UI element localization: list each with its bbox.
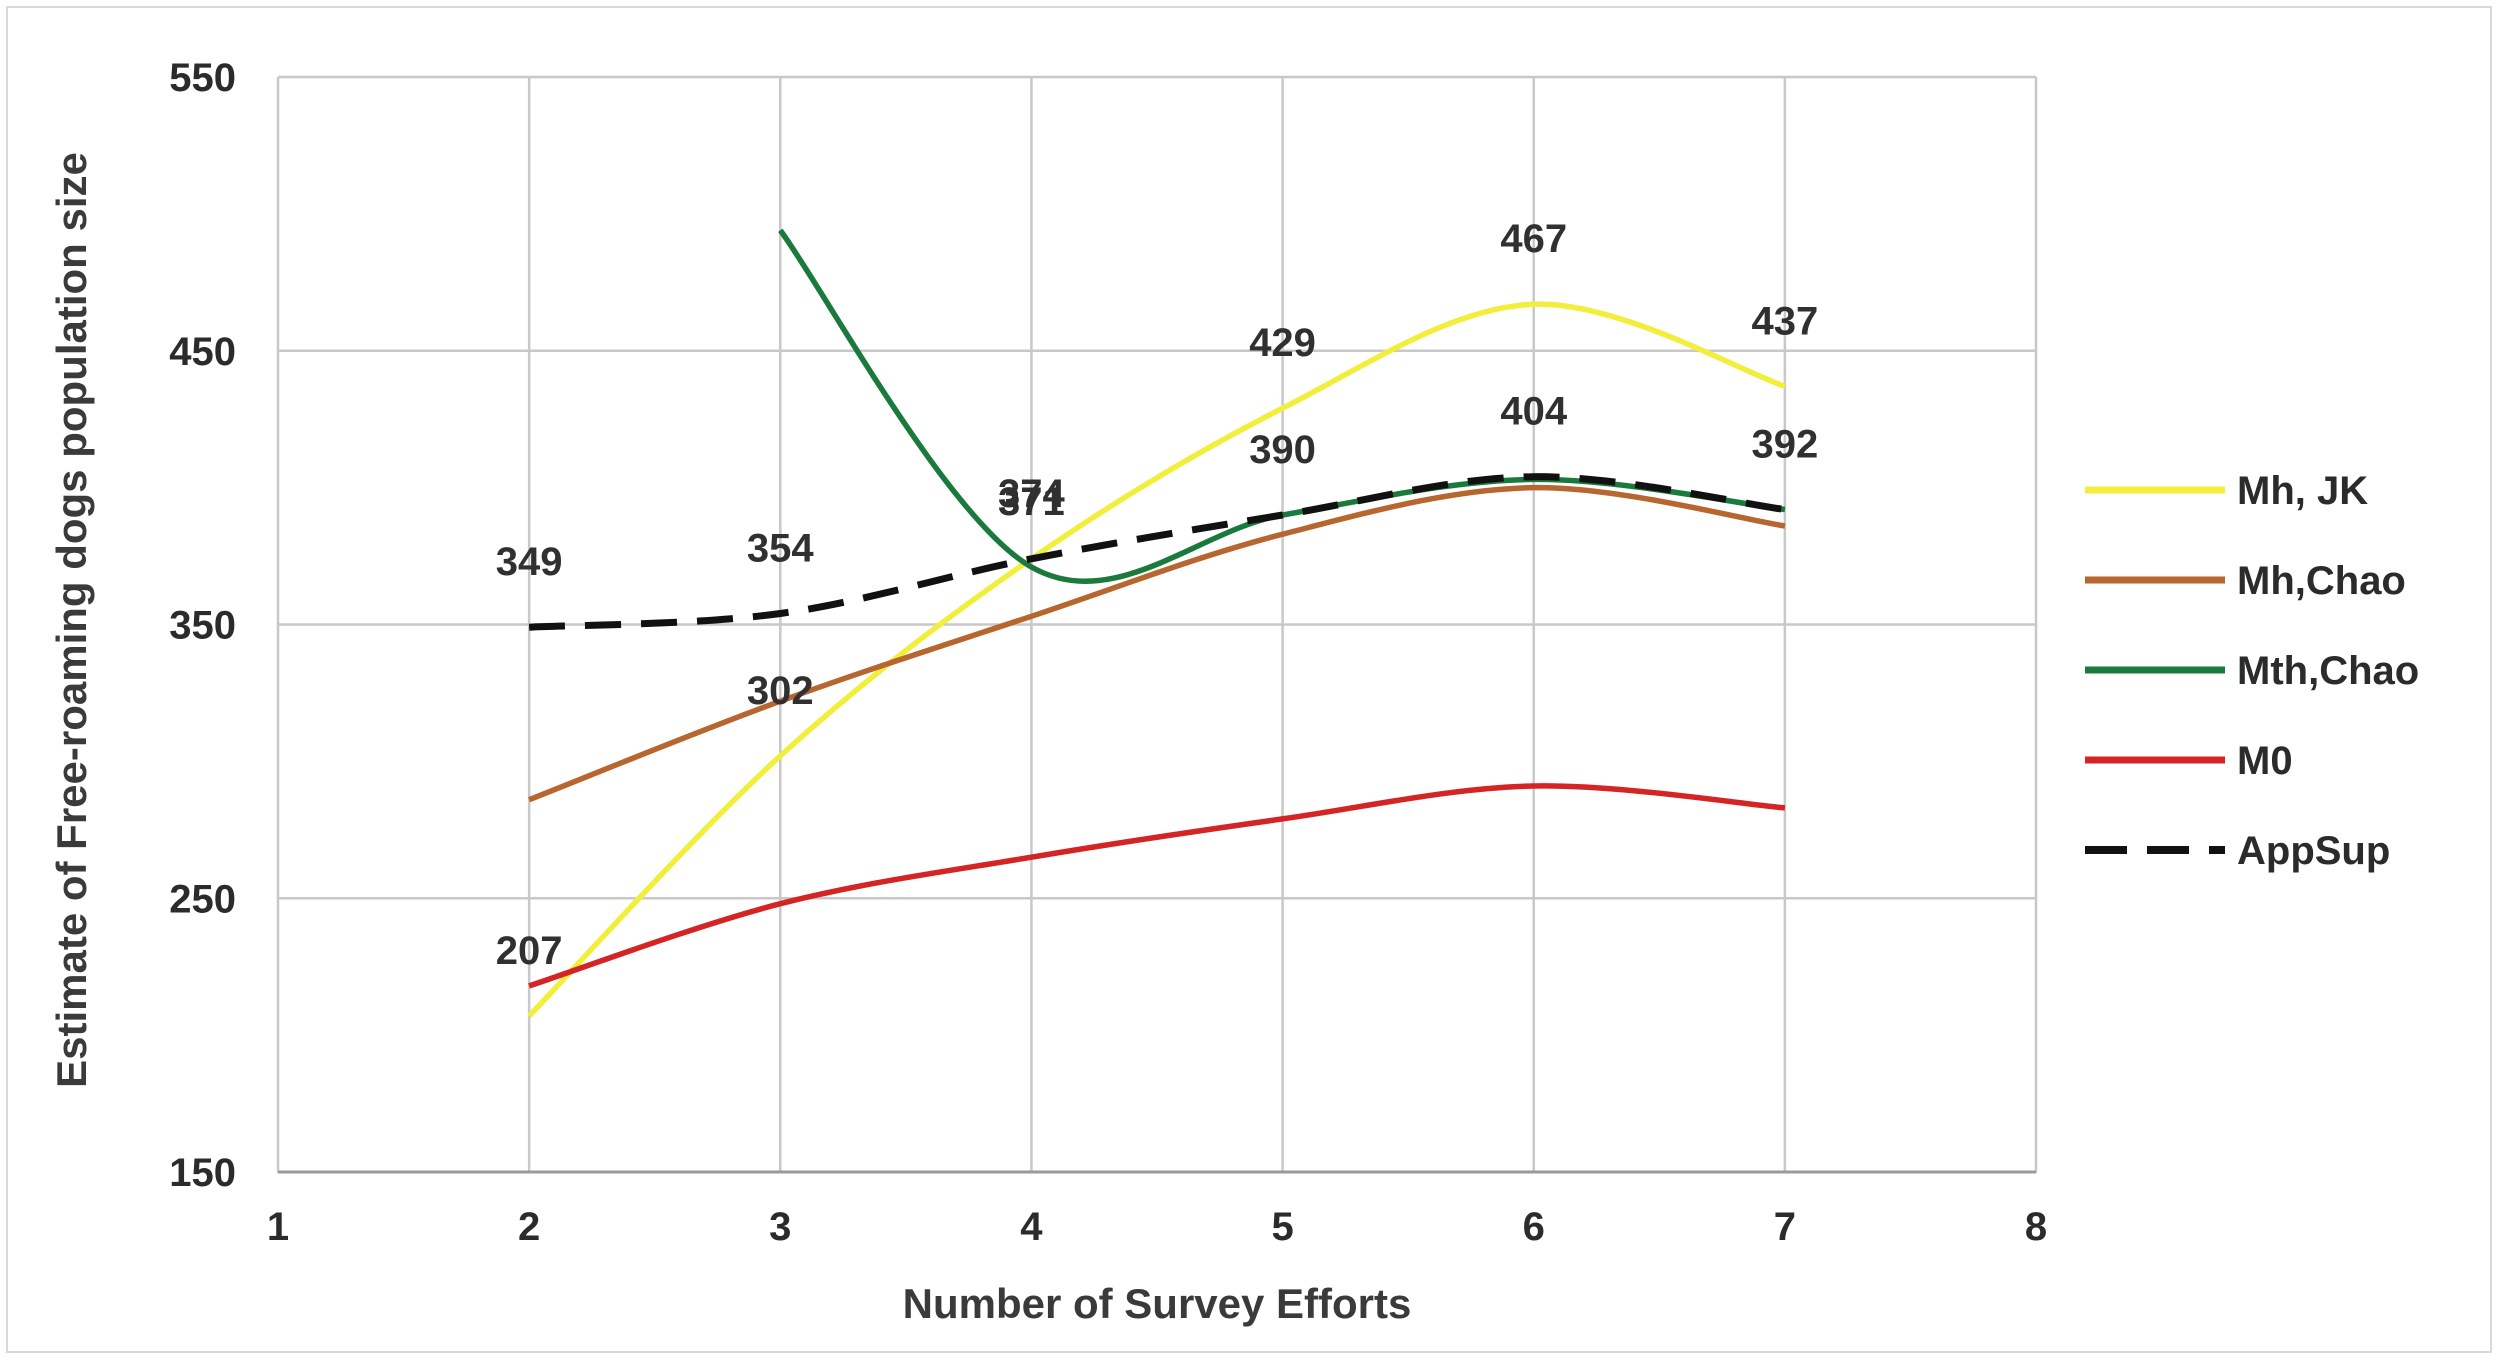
x-tick-label: 4 — [1020, 1205, 1043, 1249]
data-label: 354 — [747, 527, 814, 571]
legend-label-mth-chao: Mth,Chao — [2237, 649, 2419, 693]
data-labels: 429 467 437 302 371 207 349 354 374 390 404 392 — [496, 217, 1818, 973]
x-tick-label: 8 — [2025, 1205, 2047, 1249]
data-label: 392 — [1751, 423, 1818, 467]
data-label: 429 — [1249, 321, 1316, 365]
data-label: 437 — [1751, 299, 1818, 343]
x-tick-label: 3 — [769, 1205, 791, 1249]
x-tick-label: 2 — [518, 1205, 540, 1249]
series-line-appsup — [528, 473, 1786, 631]
y-tick-label: 250 — [169, 877, 236, 921]
y-axis-title: Estimate of Free-roaming dogs population… — [48, 152, 95, 1088]
y-tick-label: 350 — [169, 604, 236, 648]
legend-label-mh-jk: Mh, JK — [2237, 469, 2368, 513]
data-label: 467 — [1500, 217, 1567, 261]
chart-frame — [6, 6, 2492, 1353]
series-line-mh-chao — [528, 484, 1786, 803]
data-label: 207 — [496, 929, 563, 973]
x-tick-label: 6 — [1523, 1205, 1545, 1249]
x-axis-title: Number of Survey Efforts — [903, 1280, 1412, 1327]
y-tick-label: 450 — [169, 330, 236, 374]
x-tick-label: 7 — [1774, 1205, 1796, 1249]
data-label: 390 — [1249, 428, 1316, 472]
data-label: 374 — [998, 472, 1065, 516]
legend: Mh, JK Mh,Chao Mth,Chao M0 AppSup — [2085, 469, 2419, 873]
series-lines — [527, 228, 1786, 1018]
data-label: 371 — [998, 480, 1065, 524]
axes: 150 250 350 450 550 1 2 3 4 5 6 7 8 — [169, 56, 2047, 1249]
legend-label-m0: M0 — [2237, 739, 2293, 783]
series-line-m0 — [528, 783, 1786, 989]
y-tick-label: 150 — [169, 1151, 236, 1195]
data-label: 349 — [496, 540, 563, 584]
data-label: 302 — [747, 669, 814, 713]
legend-label-mh-chao: Mh,Chao — [2237, 559, 2406, 603]
legend-label-appsup: AppSup — [2237, 829, 2390, 873]
series-line-mh-jk — [527, 301, 1786, 1018]
x-tick-label: 5 — [1271, 1205, 1293, 1249]
y-tick-label: 550 — [169, 56, 236, 100]
data-label: 404 — [1500, 390, 1567, 434]
x-tick-label: 1 — [267, 1205, 289, 1249]
